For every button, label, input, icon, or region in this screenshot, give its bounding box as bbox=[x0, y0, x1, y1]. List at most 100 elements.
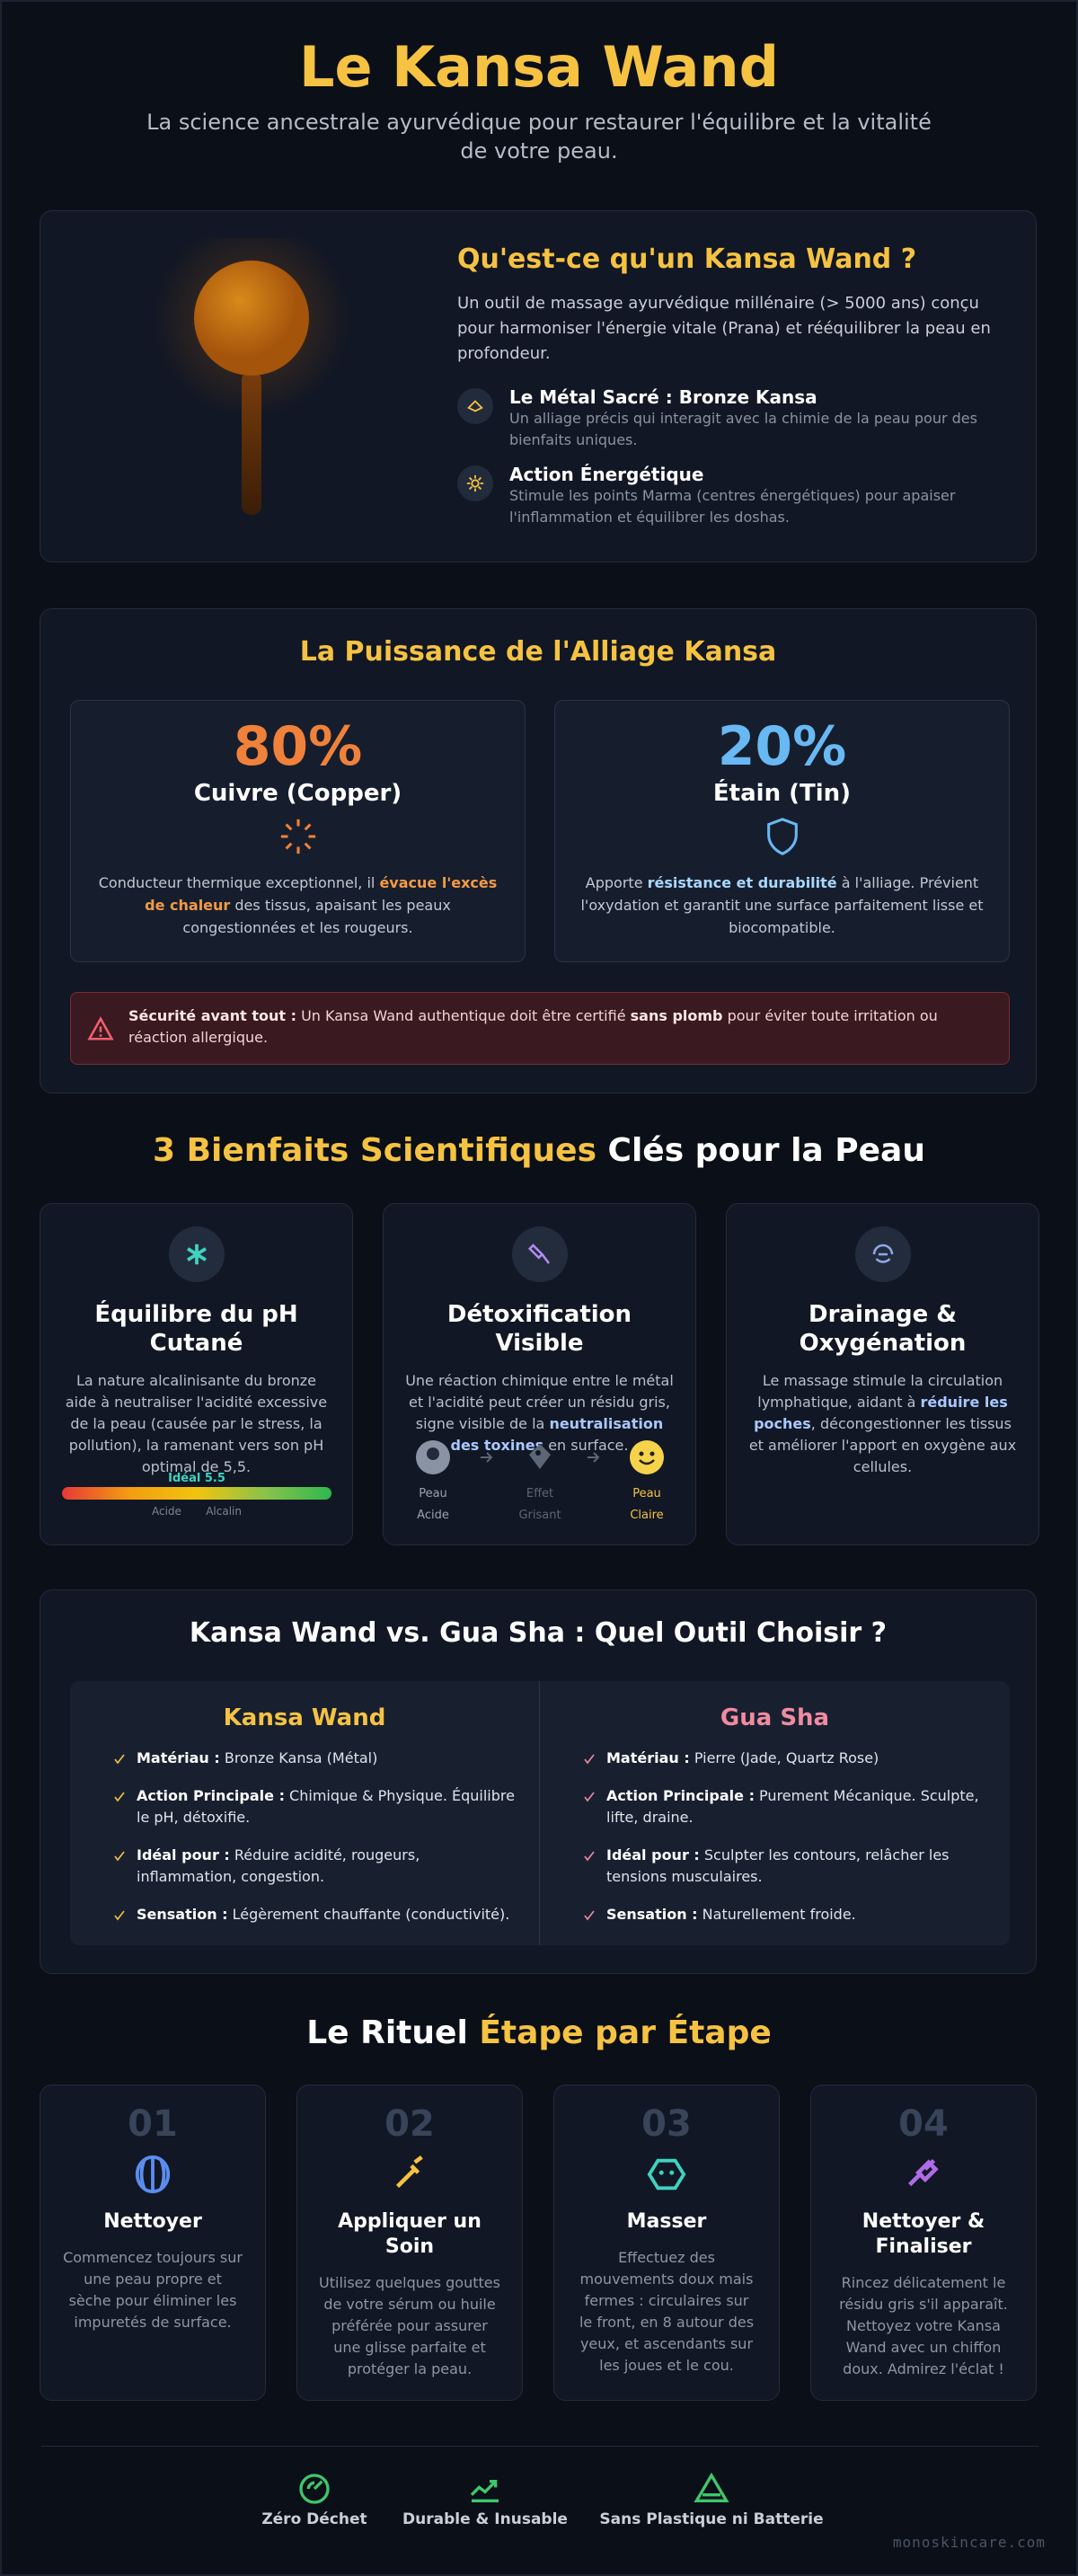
row-label: Action Principale : bbox=[606, 1787, 755, 1804]
step-icon bbox=[908, 2159, 939, 2187]
arrow bbox=[587, 1452, 599, 1463]
ph-bar bbox=[62, 1487, 331, 1500]
row-text: Légèrement chauffante (conductivité). bbox=[227, 1906, 510, 1923]
step-icon bbox=[647, 2158, 686, 2191]
heading-text: Le Rituel bbox=[306, 2014, 480, 2051]
text-part: à l'alliage. Prévient l'oxydation et gar… bbox=[580, 874, 984, 936]
check-icon bbox=[114, 1754, 125, 1765]
wand-illustration bbox=[153, 238, 350, 515]
row-label: Idéal pour : bbox=[137, 1846, 230, 1863]
comparison-row: Idéal pour : Réduire acidité, rougeurs, … bbox=[93, 1845, 516, 1888]
step-label: Peau Acide bbox=[417, 1487, 449, 1522]
feature-icon bbox=[466, 474, 484, 492]
comparison-card: Kansa Wand vs. Gua Sha : Quel Outil Choi… bbox=[40, 1589, 1037, 1974]
benefit-card: Détoxification Visible Une réaction chim… bbox=[383, 1203, 696, 1545]
step-card: 03 Masser Effectuez des mouvements doux ma… bbox=[553, 2085, 780, 2401]
highlight: réduire les poches bbox=[754, 1394, 1008, 1432]
check-icon bbox=[584, 1792, 595, 1802]
metal-percent: 80% bbox=[233, 715, 363, 778]
metal-text: Conducteur thermique exceptionnel, il év… bbox=[71, 872, 525, 939]
row-label: Matériau : bbox=[137, 1749, 220, 1766]
heading-highlight: 3 Bienfaits Scientifiques bbox=[153, 1132, 596, 1169]
step-label: Effet Grisant bbox=[518, 1487, 561, 1522]
column: Gua Sha Matériau : Pierre (Jade, Quartz … bbox=[540, 1681, 1010, 1945]
step-number: 03 bbox=[641, 2103, 692, 2145]
warning: Sécurité avant tout : Un Kansa Wand auth… bbox=[70, 992, 1010, 1065]
footer-label: Durable & Inusable bbox=[402, 2510, 568, 2528]
step-icon bbox=[416, 1440, 450, 1474]
row-label: Matériau : bbox=[606, 1749, 690, 1766]
footer-icon bbox=[299, 2474, 330, 2504]
benefit-card: Drainage & Oxygénation Le massage stimul… bbox=[726, 1203, 1039, 1545]
intro-text: Un outil de massage ayurvédique millénai… bbox=[457, 294, 991, 363]
feature: Le Métal Sacré : Bronze Kansa Un alliage… bbox=[457, 386, 1005, 451]
step-icon bbox=[135, 2155, 171, 2194]
footer-label: Sans Plastique ni Batterie bbox=[599, 2510, 824, 2528]
text-part: Apporte bbox=[585, 874, 648, 891]
comparison-row: Idéal pour : Sculpter les contours, relâ… bbox=[563, 1845, 986, 1888]
text-part: Une réaction chimique entre le métal et … bbox=[405, 1372, 674, 1432]
column: Kansa Wand Matériau : Bronze Kansa (Méta… bbox=[70, 1681, 540, 1945]
highlight: neutralisation des toxines bbox=[450, 1415, 664, 1454]
subtitle: La science ancestrale ayurvédique pour r… bbox=[146, 110, 932, 164]
footer-icon bbox=[694, 2472, 729, 2502]
intro-card: Qu'est-ce qu'un Kansa Wand ? Un outil de… bbox=[40, 210, 1037, 562]
step-label: Peau Claire bbox=[630, 1487, 664, 1522]
row-text: Bronze Kansa (Métal) bbox=[219, 1749, 378, 1766]
feature-icon bbox=[467, 400, 483, 412]
alloy-card: La Puissance de l'Alliage Kansa 80% Cuiv… bbox=[40, 608, 1037, 1093]
step-text: Effectuez des mouvements doux mais ferme… bbox=[579, 2249, 755, 2374]
comparison-row: Sensation : Légèrement chauffante (condu… bbox=[93, 1904, 516, 1925]
check-icon bbox=[114, 1851, 125, 1862]
ritual-heading: Le Rituel Étape par Étape bbox=[2, 2014, 1076, 2051]
comparison-row: Matériau : Bronze Kansa (Métal) bbox=[93, 1748, 516, 1769]
benefit-title: Drainage & Oxygénation bbox=[799, 1301, 967, 1357]
column-title: Gua Sha bbox=[720, 1704, 830, 1731]
text-part: La nature alcalinisante du bronze aide à… bbox=[65, 1372, 328, 1475]
footer-item: Sans Plastique ni Batterie bbox=[586, 2471, 837, 2528]
comparison-row: Action Principale : Chimique & Physique.… bbox=[93, 1785, 516, 1828]
text-part: Un Kansa Wand authentique doit être cert… bbox=[296, 1007, 631, 1024]
step-title: Masser bbox=[626, 2210, 707, 2233]
step-text: Utilisez quelques gouttes de votre sérum… bbox=[319, 2274, 500, 2377]
check-icon bbox=[114, 1910, 125, 1921]
step-card: 01 Nettoyer Commencez toujours sur une pea… bbox=[40, 2085, 266, 2401]
step-title: Appliquer un Soin bbox=[338, 2210, 482, 2258]
metal-icon bbox=[766, 818, 798, 855]
footer-item: Zéro Déchet bbox=[243, 2471, 386, 2528]
warning-icon bbox=[87, 1016, 114, 1040]
step-card: 02 Appliquer un Soin Utilisez quelques gou… bbox=[296, 2085, 523, 2401]
step-icon bbox=[529, 1444, 551, 1469]
column-title: Kansa Wand bbox=[223, 1704, 386, 1731]
comparison-table: Kansa Wand Matériau : Bronze Kansa (Méta… bbox=[70, 1681, 1010, 1945]
row-text: Pierre (Jade, Quartz Rose) bbox=[689, 1749, 879, 1766]
benefit-icon bbox=[186, 1244, 207, 1265]
highlight: évacue l'excès de chaleur bbox=[145, 874, 498, 914]
feature-title: Action Énergétique bbox=[509, 464, 704, 485]
comparison-heading: Kansa Wand vs. Gua Sha : Quel Outil Choi… bbox=[189, 1617, 888, 1649]
metal-icon bbox=[280, 819, 315, 854]
row-text: Chimique & Physique. Équilibre le pH, dé… bbox=[137, 1787, 515, 1826]
row-text: Purement Mécanique. Sculpte, lifte, drai… bbox=[606, 1787, 979, 1826]
comparison-row: Action Principale : Purement Mécanique. … bbox=[563, 1785, 986, 1828]
highlight: sans plomb bbox=[630, 1007, 723, 1024]
page-title: Le Kansa Wand bbox=[298, 34, 780, 100]
feature: Action Énergétique Stimule les points Ma… bbox=[457, 464, 1005, 528]
text-part: des tissus, apaisant les peaux congestio… bbox=[182, 897, 451, 936]
text-part: pour éviter toute irritation ou réaction… bbox=[128, 1007, 938, 1046]
check-icon bbox=[584, 1754, 595, 1765]
row-label: Action Principale : bbox=[137, 1787, 285, 1804]
row-label: Sensation : bbox=[606, 1906, 698, 1923]
text-part: en surface. bbox=[543, 1437, 629, 1454]
step-text: Commencez toujours sur une peau propre e… bbox=[63, 2249, 243, 2331]
step-title: Nettoyer bbox=[103, 2210, 202, 2233]
metal-name: Cuivre (Copper) bbox=[193, 780, 402, 807]
feature-text: Un alliage précis qui interagit avec la … bbox=[509, 410, 977, 448]
heading-text: Clés pour la Peau bbox=[596, 1132, 925, 1169]
benefit-title: Équilibre du pH Cutané bbox=[94, 1301, 298, 1357]
benefit-text: Une réaction chimique entre le métal et … bbox=[384, 1370, 695, 1456]
step-number: 01 bbox=[128, 2103, 178, 2145]
text-part: Le massage stimule la circulation lympha… bbox=[757, 1372, 1003, 1411]
benefits-heading: 3 Bienfaits Scientifiques Clés pour la P… bbox=[2, 1132, 1076, 1169]
step-text: Rincez délicatement le résidu gris s'il … bbox=[839, 2274, 1008, 2377]
